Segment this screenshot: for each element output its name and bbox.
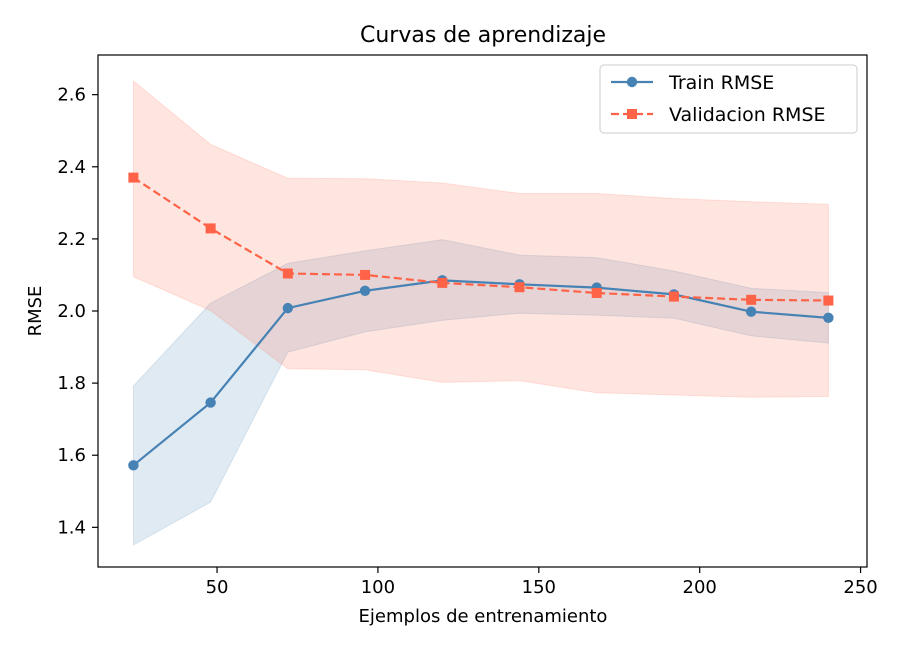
train-rmse-band xyxy=(132,239,829,546)
validacion-rmse-point xyxy=(360,269,371,280)
validacion-rmse-point xyxy=(282,268,293,279)
train-rmse-point xyxy=(128,460,139,471)
x-tick-label: 50 xyxy=(206,577,229,598)
validacion-rmse-point xyxy=(205,223,216,234)
y-axis-ticks: 1.4 1.6 1.8 2.0 2.2 2.4 2.6 xyxy=(57,85,98,538)
x-tick-label: 200 xyxy=(683,577,717,598)
y-axis-label: RMSE xyxy=(25,286,46,337)
plot-area xyxy=(128,79,834,546)
x-axis-ticks: 50 100 150 200 250 xyxy=(206,567,878,598)
y-tick-label: 2.2 xyxy=(57,229,86,250)
validacion-rmse-point xyxy=(823,295,834,306)
train-rmse-legend-label: Train RMSE xyxy=(668,72,774,94)
y-tick-label: 2.0 xyxy=(57,301,86,322)
train-rmse-point xyxy=(359,285,371,297)
train-rmse-point xyxy=(205,397,216,408)
y-tick-label: 1.6 xyxy=(57,445,86,466)
y-tick-label: 1.8 xyxy=(57,373,86,394)
legend: Train RMSE Validacion RMSE xyxy=(599,64,858,134)
x-tick-label: 150 xyxy=(522,577,556,598)
legend-box xyxy=(599,64,858,134)
validacion-rmse-line xyxy=(132,176,829,302)
validacion-rmse-band xyxy=(132,79,829,398)
validacion-rmse-point xyxy=(668,291,679,302)
validacion-rmse-point xyxy=(514,282,525,293)
series-markers xyxy=(128,172,834,471)
validacion-rmse-point xyxy=(591,287,602,298)
y-tick-label: 2.4 xyxy=(57,157,86,178)
train-rmse-line xyxy=(132,279,829,467)
y-tick-label: 1.4 xyxy=(57,517,86,538)
train-rmse-point xyxy=(282,302,294,314)
confidence-bands xyxy=(132,79,829,546)
x-tick-label: 100 xyxy=(361,577,395,598)
x-axis-label: Ejemplos de entrenamiento xyxy=(359,606,608,627)
validacion-rmse-point xyxy=(437,277,448,288)
validacion-rmse-point xyxy=(128,172,139,183)
train-rmse-point xyxy=(745,306,757,317)
chart-title: Curvas de aprendizaje xyxy=(360,23,606,48)
x-tick-label: 250 xyxy=(843,577,877,598)
validacion-rmse-point xyxy=(746,294,757,305)
train-rmse-legend-marker xyxy=(626,76,638,88)
validacion-rmse-legend-marker xyxy=(627,109,637,119)
validacion-rmse-legend-label: Validacion RMSE xyxy=(669,104,826,126)
y-tick-label: 2.6 xyxy=(57,85,86,106)
train-rmse-point xyxy=(823,312,834,324)
series-lines xyxy=(132,176,829,467)
